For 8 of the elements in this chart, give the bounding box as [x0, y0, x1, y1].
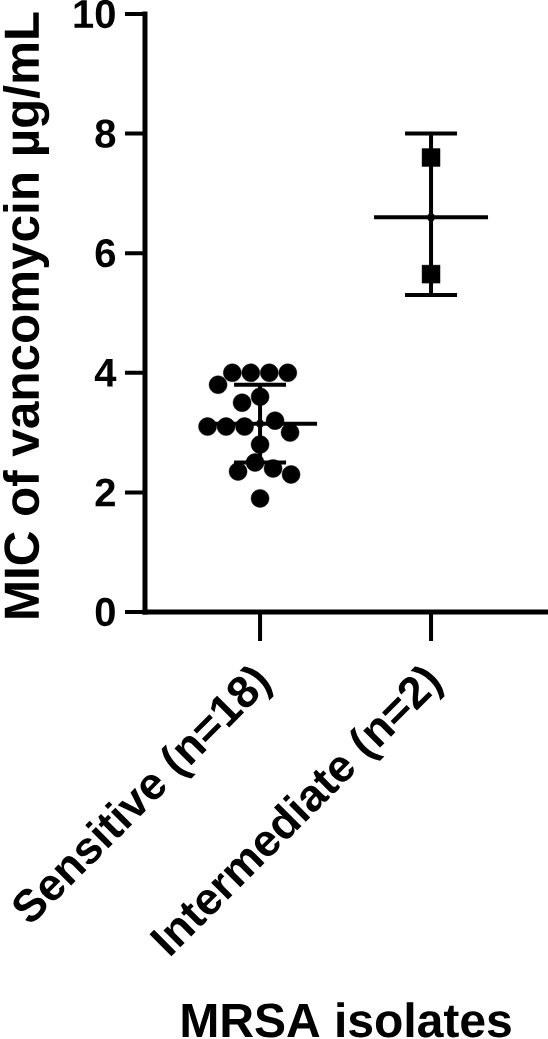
y-tick-label: 4 — [94, 359, 117, 387]
x-axis-title: MRSA isolates — [182, 1002, 511, 1038]
y-tick-label: 2 — [95, 478, 115, 507]
y-tick-label: 8 — [95, 119, 116, 148]
y-axis-title: MIC of vancomycin µg/mL — [2, 12, 50, 618]
y-tick-label: 6 — [95, 239, 116, 268]
y-tick-label: 0 — [95, 597, 115, 627]
y-tick-label: 10 — [74, 0, 115, 29]
